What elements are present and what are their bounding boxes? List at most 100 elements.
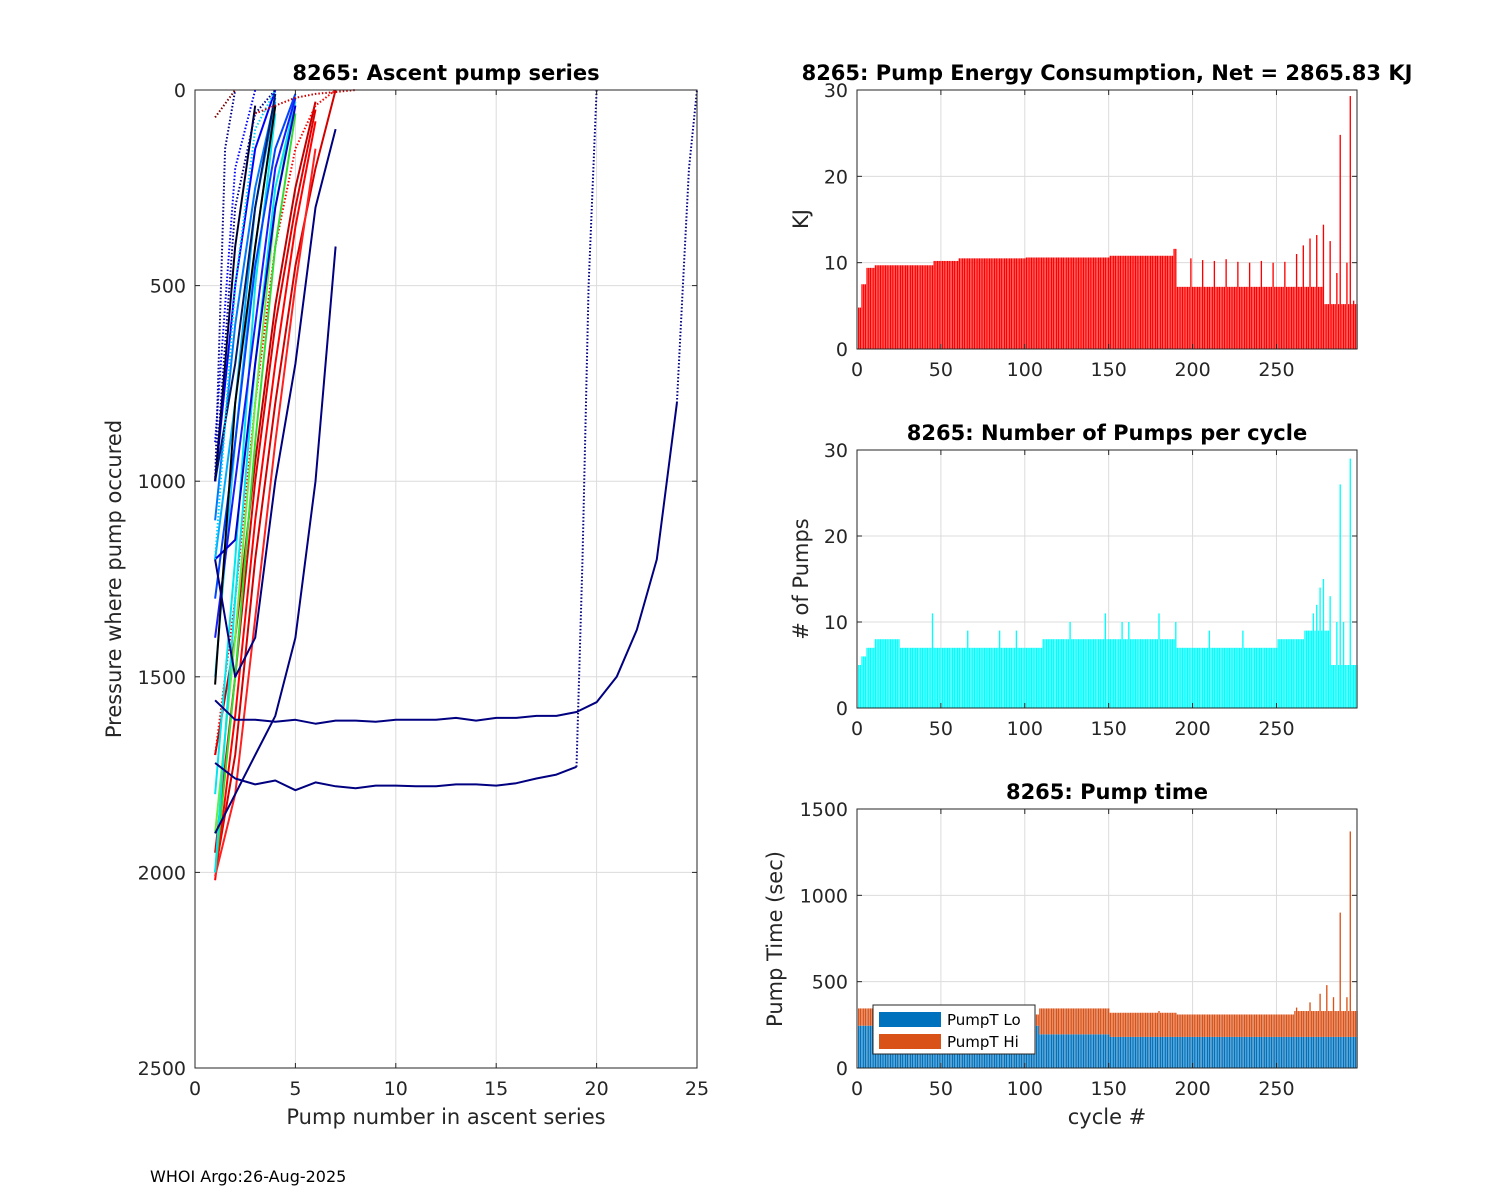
pump-time-hi-bar <box>1195 1014 1197 1037</box>
energy-bar <box>1007 258 1009 349</box>
pump-time-lo-bar <box>1237 1036 1239 1068</box>
pump-time-lo-bar <box>1054 1034 1056 1068</box>
energy-bar <box>1250 286 1252 349</box>
energy-bar <box>1131 255 1133 349</box>
pumps-bar <box>1057 639 1060 708</box>
pump-time-hi-bar <box>1270 1014 1273 1037</box>
pumps-bar <box>1014 647 1016 708</box>
pump-time-lo-bar <box>869 1025 872 1068</box>
energy-bar <box>960 258 962 349</box>
energy-bar <box>925 265 927 349</box>
pump-time-lo-bar <box>1257 1036 1259 1068</box>
pump-time-hi-bar <box>1141 1012 1143 1037</box>
energy-bar <box>1237 261 1239 349</box>
pump-time-hi-bar <box>1305 1011 1308 1037</box>
pump-time-hi-bar <box>1118 1012 1120 1037</box>
pump-time-hi-bar <box>1336 1011 1338 1037</box>
pumps-bar <box>1012 647 1014 708</box>
pump-time-lo-bar <box>1067 1034 1070 1068</box>
pumps-bar <box>1062 639 1065 708</box>
pump-time-lo-bar <box>1071 1034 1073 1068</box>
pumps-bar <box>1086 639 1088 708</box>
energy-bar <box>1052 257 1054 349</box>
pumps-bar <box>1327 630 1330 708</box>
energy-bar <box>1270 286 1273 349</box>
pump-time-hi-bar <box>858 1008 860 1026</box>
pump-time-hi-bar <box>1129 1012 1132 1037</box>
energy-bar <box>1210 286 1212 349</box>
pumps-bar <box>1037 647 1039 708</box>
energy-bar <box>1242 286 1244 349</box>
pump-time-hi-bar <box>1161 1012 1164 1037</box>
energy-bar <box>1149 255 1152 349</box>
energy-bar <box>938 260 940 349</box>
pumps-bar <box>1059 639 1061 708</box>
pumps-bar <box>1000 647 1002 708</box>
pumps-bar <box>1129 639 1132 708</box>
pumps-bar <box>899 647 902 708</box>
pump-time-hi-bar <box>1178 1014 1180 1037</box>
pumps-bar <box>1005 647 1007 708</box>
energy-title: 8265: Pump Energy Consumption, Net = 286… <box>802 61 1413 85</box>
pumps-bar <box>1200 647 1202 708</box>
pumps-bar <box>920 647 922 708</box>
energy-bar <box>1151 255 1153 349</box>
energy-bar <box>899 265 902 349</box>
pump-time-lo-bar <box>1064 1034 1066 1068</box>
pump-time-lo-bar <box>1049 1034 1051 1068</box>
pumps-bar <box>923 647 925 708</box>
pump-time-lo-bar <box>1161 1036 1164 1068</box>
ascent-series-line <box>675 89 698 404</box>
pump-time-hi-bar <box>1233 1014 1236 1037</box>
pumps-bar <box>863 656 865 708</box>
pumps-bar <box>958 647 961 708</box>
energy-bar <box>1082 257 1085 349</box>
pumps-bar <box>916 647 919 708</box>
pump-time-lo-bar <box>1346 1036 1348 1068</box>
ascent-series-line <box>214 89 277 482</box>
pumps-bar <box>896 639 898 708</box>
pumps-bar <box>1247 647 1249 708</box>
ascent-axes-box <box>194 89 698 1069</box>
pumps-bar <box>1295 639 1298 708</box>
energy-bar <box>1005 258 1007 349</box>
energy-bar <box>995 258 997 349</box>
energy-bar <box>1185 286 1187 349</box>
pump-time-lo-bar <box>1285 1036 1288 1068</box>
pumps-bar <box>1165 639 1167 708</box>
pumps-bar <box>975 647 977 708</box>
pumps-bar <box>985 647 987 708</box>
energy-bar <box>962 258 964 349</box>
energy-bar <box>1067 257 1070 349</box>
energy-bar <box>1339 134 1341 349</box>
pump-time-lo-bar <box>1228 1036 1231 1068</box>
pumps-bar <box>1267 647 1269 708</box>
pump-time-hi-bar <box>1196 1014 1199 1037</box>
pump-time-lo-bar <box>1203 1036 1205 1068</box>
energy-bar <box>1012 258 1014 349</box>
pumps-bar <box>1186 647 1189 708</box>
energy-bar <box>1030 257 1033 349</box>
pumps-bar <box>1054 639 1056 708</box>
energy-bar <box>1217 286 1219 349</box>
pumps-bar <box>970 647 972 708</box>
pumps-bar <box>901 647 903 708</box>
pump-time-hi-bar <box>1175 1012 1177 1037</box>
energy-bar <box>993 258 996 349</box>
pumps-bar <box>1217 647 1219 708</box>
energy-bar <box>1091 257 1093 349</box>
energy-bar <box>1096 257 1098 349</box>
pump-time-lo-bar <box>1253 1036 1256 1068</box>
energy-bar <box>1072 257 1075 349</box>
pump-time-lo-bar <box>1116 1036 1118 1068</box>
pumps-bar <box>1160 639 1162 708</box>
energy-bar <box>1047 257 1049 349</box>
energy-bar <box>1050 257 1053 349</box>
pumps-bar <box>955 647 957 708</box>
energy-bar <box>1109 255 1112 349</box>
energy-bar <box>876 265 878 349</box>
ascent-y-tick-label: 0 <box>174 80 186 102</box>
pump-time-lo-bar <box>1349 1036 1351 1068</box>
ascent-series-line <box>214 89 337 873</box>
energy-axes-box <box>856 89 1358 350</box>
